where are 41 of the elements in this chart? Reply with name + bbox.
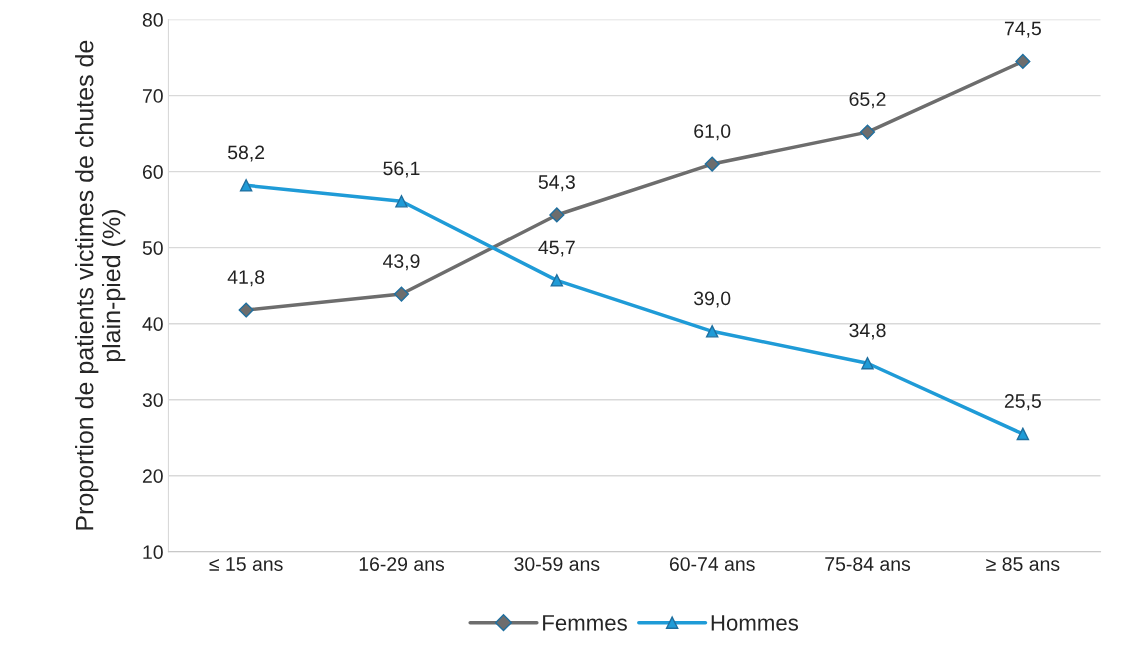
data-label: 39,0 <box>693 291 731 308</box>
point <box>861 356 874 370</box>
y-tick-label: 60 <box>142 165 163 179</box>
data-label: 74,5 <box>1004 21 1041 38</box>
point <box>859 124 876 140</box>
x-tick-label: ≤ 15 ans <box>209 557 283 571</box>
point <box>1016 427 1030 441</box>
x-tick-label: 60-74 ans <box>669 557 755 571</box>
data-label: 65,2 <box>849 92 886 109</box>
y-tick-label: 10 <box>143 545 163 560</box>
y-tick-label: 40 <box>142 317 163 331</box>
legend-label: Femmes <box>543 615 627 631</box>
data-label: 58,2 <box>227 145 265 162</box>
point <box>393 286 410 302</box>
data-label: 34,8 <box>849 323 886 340</box>
y-tick-label: 70 <box>142 89 163 103</box>
data-label: 43,9 <box>383 254 420 271</box>
point <box>549 207 565 223</box>
point <box>239 179 253 192</box>
x-tick-label: ≥ 85 ans <box>986 557 1060 571</box>
x-tick-label: 75-84 ans <box>825 557 911 571</box>
data-label: 61,0 <box>694 124 731 141</box>
x-tick-label: 16-29 ans <box>359 557 445 571</box>
point <box>1015 53 1031 69</box>
data-label: 54,3 <box>538 175 575 192</box>
y-tick-label: 30 <box>142 393 163 407</box>
data-label: 41,8 <box>227 270 265 287</box>
point <box>705 325 719 338</box>
point <box>238 302 254 318</box>
point <box>395 195 408 208</box>
y-tick-label: 80 <box>142 13 163 27</box>
data-label: 56,1 <box>383 161 420 178</box>
y-tick-label: 50 <box>142 241 163 255</box>
data-label: 45,7 <box>538 240 575 257</box>
y-tick-label: 20 <box>142 469 163 483</box>
x-tick-label: 30-59 ans <box>514 557 600 571</box>
point <box>550 274 564 287</box>
point <box>704 156 720 172</box>
data-label: 25,5 <box>1004 394 1041 411</box>
y-axis-title: Proportion de patients victimes de chutes de plain-pied (%) <box>75 40 126 530</box>
legend-label: Hommes <box>711 615 799 631</box>
